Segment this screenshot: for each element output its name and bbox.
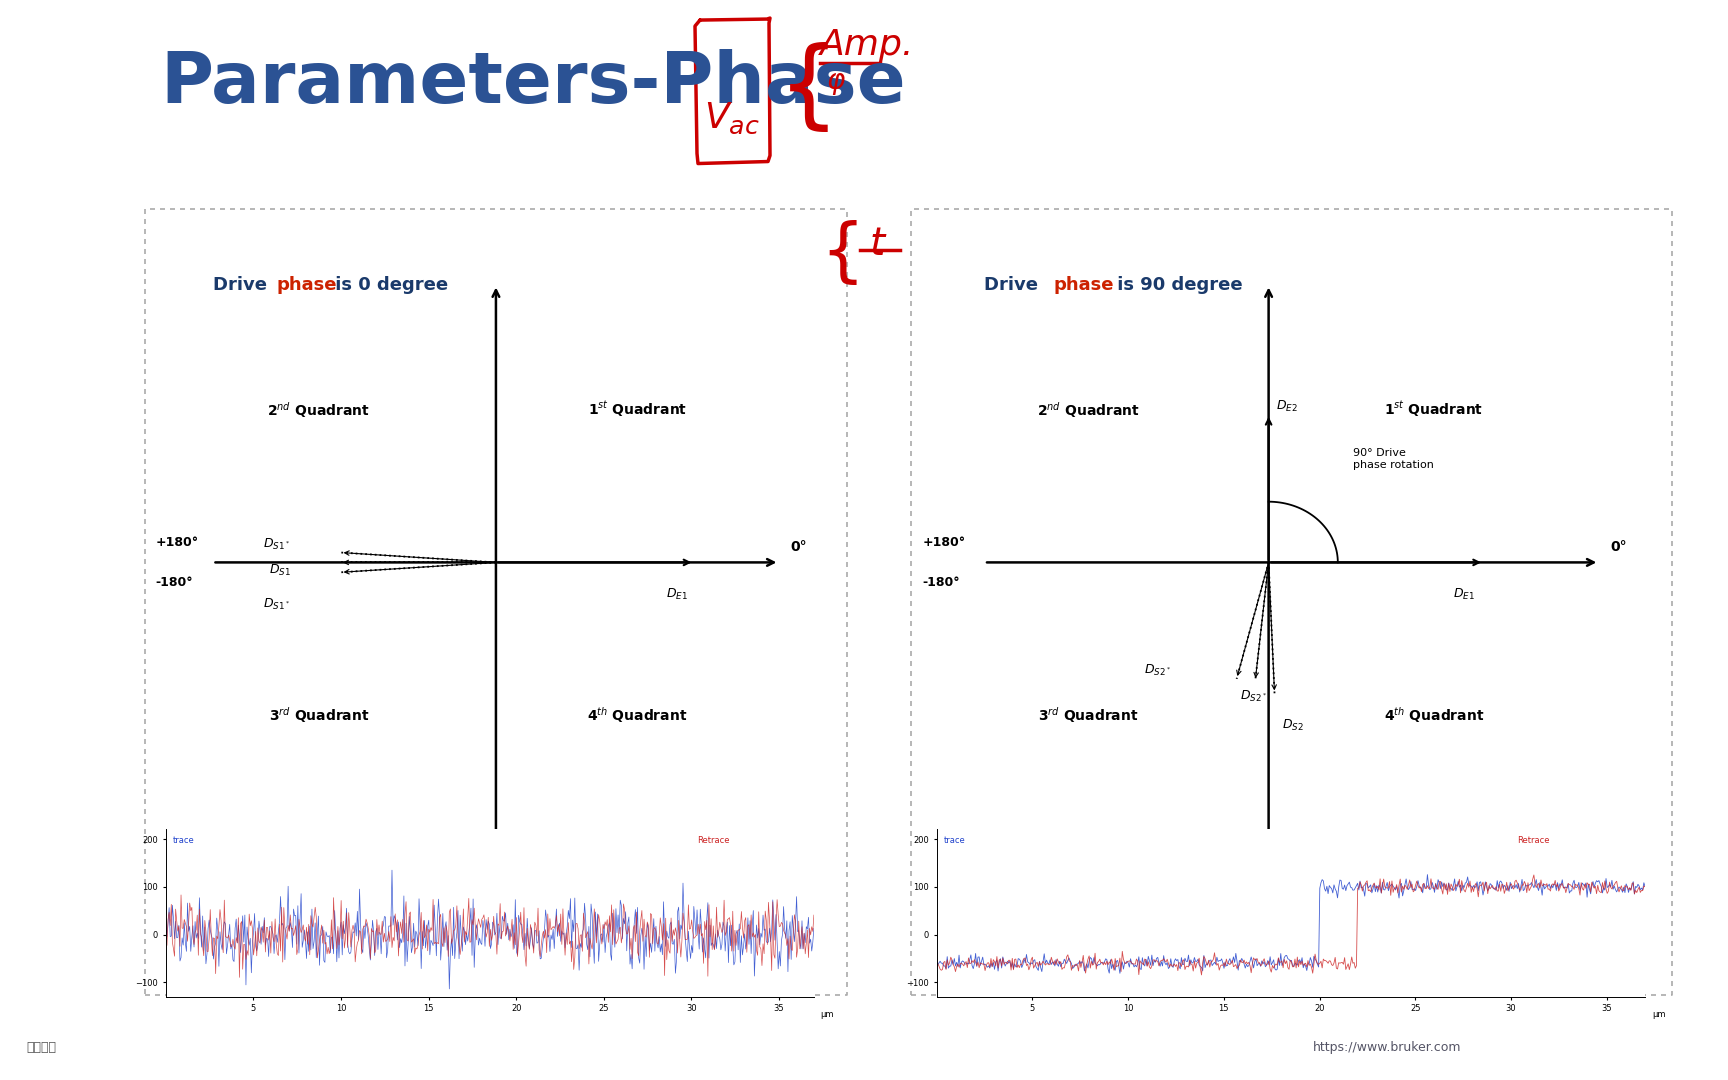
- Text: $D_{S1^*}$: $D_{S1^*}$: [263, 537, 290, 552]
- Text: trace: trace: [943, 836, 966, 846]
- Text: $D_{E2}$: $D_{E2}$: [1277, 399, 1298, 414]
- Text: Amp.: Amp.: [821, 28, 914, 63]
- Text: 1$^{st}$ Quadrant: 1$^{st}$ Quadrant: [1384, 400, 1484, 419]
- Text: Parameters-Phase: Parameters-Phase: [161, 49, 905, 118]
- Text: +180°: +180°: [923, 536, 966, 549]
- Text: $D_{E1}$: $D_{E1}$: [1453, 586, 1476, 602]
- Text: +180°: +180°: [156, 536, 199, 549]
- Text: phase: phase: [276, 275, 337, 294]
- Text: 屏幕共享: 屏幕共享: [26, 1041, 55, 1054]
- Text: t: t: [869, 225, 885, 262]
- Text: -180°: -180°: [923, 576, 961, 589]
- Text: Retrace: Retrace: [1517, 836, 1550, 846]
- Text: https://www.bruker.com: https://www.bruker.com: [1313, 1041, 1462, 1054]
- Text: 2$^{nd}$ Quadrant: 2$^{nd}$ Quadrant: [1037, 400, 1139, 419]
- Text: is 90 degree: is 90 degree: [1111, 275, 1242, 294]
- Text: 0°: 0°: [790, 540, 807, 554]
- Text: 3$^{rd}$ Quadrant: 3$^{rd}$ Quadrant: [268, 705, 370, 725]
- Text: is 0 degree: is 0 degree: [330, 275, 449, 294]
- Text: -180°: -180°: [156, 576, 194, 589]
- Text: 4$^{th}$ Quadrant: 4$^{th}$ Quadrant: [1384, 705, 1484, 725]
- Text: 2$^{nd}$ Quadrant: 2$^{nd}$ Quadrant: [268, 400, 370, 419]
- Text: trace: trace: [173, 836, 194, 846]
- Text: $V_{ac}$: $V_{ac}$: [703, 100, 760, 136]
- Text: μm: μm: [1652, 1010, 1666, 1020]
- Text: μm: μm: [821, 1010, 835, 1020]
- Text: $D_{S2^*}$: $D_{S2^*}$: [1239, 689, 1267, 704]
- Text: $D_{S2^*}$: $D_{S2^*}$: [1144, 663, 1172, 678]
- Text: 90° Drive
phase rotation: 90° Drive phase rotation: [1353, 448, 1434, 470]
- Text: $D_{S2}$: $D_{S2}$: [1282, 717, 1305, 732]
- Text: {: {: [778, 42, 840, 135]
- Text: 1$^{st}$ Quadrant: 1$^{st}$ Quadrant: [588, 400, 688, 419]
- Text: $D_{E1}$: $D_{E1}$: [665, 586, 688, 602]
- Text: $D_{S1^*}$: $D_{S1^*}$: [263, 596, 290, 611]
- Text: Retrace: Retrace: [696, 836, 729, 846]
- Text: Drive: Drive: [985, 275, 1044, 294]
- Text: $D_{S1}$: $D_{S1}$: [270, 563, 290, 578]
- Text: Drive: Drive: [213, 275, 273, 294]
- Text: 0°: 0°: [1610, 540, 1628, 554]
- Text: 3$^{rd}$ Quadrant: 3$^{rd}$ Quadrant: [1037, 705, 1139, 725]
- Text: {: {: [821, 220, 864, 287]
- Text: phase: phase: [1054, 275, 1115, 294]
- Text: 4$^{th}$ Quadrant: 4$^{th}$ Quadrant: [588, 705, 688, 725]
- Text: $\varphi$: $\varphi$: [826, 69, 847, 97]
